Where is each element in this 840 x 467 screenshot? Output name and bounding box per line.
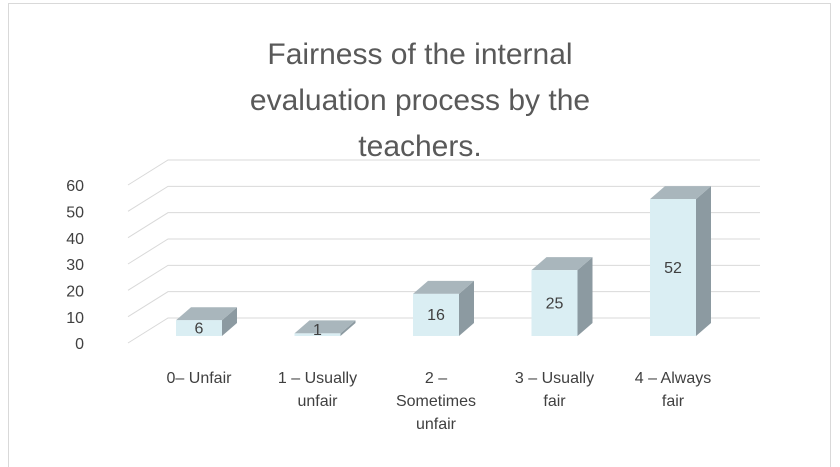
y-tick-label: 20 — [66, 284, 84, 301]
x-tick-label: 0– Unfair — [166, 370, 232, 387]
bar-side — [577, 257, 593, 336]
x-tick-label: 1 – Usually unfair — [277, 370, 358, 410]
y-tick-label: 0 — [75, 336, 84, 353]
bar — [650, 199, 696, 336]
data-label: 25 — [546, 295, 564, 312]
x-tick-label: 4 – Always fair — [634, 370, 712, 410]
bar-top — [294, 320, 356, 334]
chart-frame — [8, 3, 831, 467]
bar — [531, 270, 578, 336]
grid-line — [127, 238, 760, 265]
bar-top — [531, 257, 593, 271]
x-tick-label: 2 – Sometimes unfair — [395, 370, 477, 433]
bar-side — [340, 320, 356, 336]
y-tick-label: 60 — [66, 178, 84, 195]
grid-line — [127, 185, 760, 212]
bar — [413, 293, 459, 336]
chart-title: Fairness of the internal evaluation proc… — [249, 38, 591, 163]
data-label: 16 — [427, 307, 445, 324]
bar-top — [413, 280, 474, 294]
bar-side — [459, 280, 474, 336]
y-tick-label: 10 — [66, 310, 84, 327]
data-label: 1 — [313, 322, 322, 339]
y-tick-label: 50 — [66, 205, 84, 222]
bar — [176, 320, 222, 336]
bar-side — [222, 307, 237, 336]
data-label: 6 — [195, 320, 204, 337]
y-tick-label: 40 — [66, 231, 84, 248]
grid-line — [127, 212, 760, 239]
grid-line — [127, 159, 760, 186]
bar-top — [176, 307, 237, 321]
bar-top — [650, 186, 711, 200]
bar-side — [696, 186, 711, 336]
bar — [294, 333, 341, 336]
x-tick-label: 3 – Usually fair — [514, 370, 595, 410]
y-tick-label: 30 — [66, 257, 84, 274]
data-label: 52 — [664, 260, 682, 277]
